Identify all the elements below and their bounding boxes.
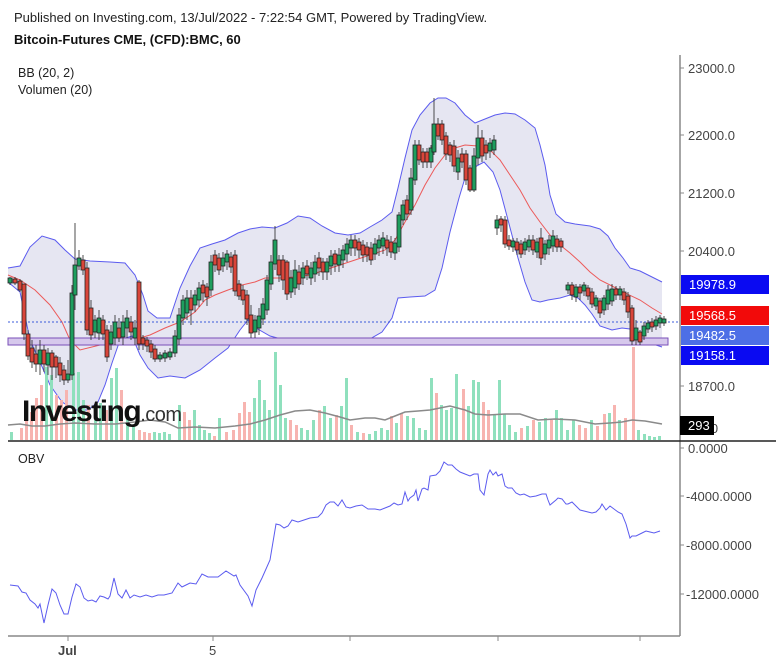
support-zone-tag bbox=[681, 326, 769, 345]
bb-upper-tag-label: 19978.9 bbox=[689, 277, 736, 292]
bb-lower-tag bbox=[681, 346, 769, 365]
watermark-brand: Investing bbox=[22, 395, 142, 428]
volume-legend[interactable]: Volumen (20) bbox=[18, 83, 93, 97]
obv-tick-8000: -8000.0000 bbox=[686, 538, 752, 553]
obv-axis[interactable]: 0.0000 -4000.0000 -8000.0000 -12000.0000 bbox=[680, 441, 759, 602]
support-zone-tag-label: 19482.5 bbox=[689, 328, 736, 343]
price-tick-20400: 20400.0 bbox=[688, 244, 735, 259]
investing-watermark: Investing.com bbox=[22, 395, 182, 429]
bb-lower-tag-label: 19158.1 bbox=[689, 348, 736, 363]
price-tick-18700: 18700.0 bbox=[688, 379, 735, 394]
obv-tick-0: 0.0000 bbox=[688, 441, 728, 456]
obv-legend[interactable]: OBV bbox=[18, 452, 45, 466]
symbol-title: Bitcoin-Futures CME, (CFD):BMC, 60 bbox=[14, 32, 241, 47]
support-zone bbox=[7, 337, 669, 346]
candlesticks bbox=[7, 98, 667, 385]
obv-line bbox=[9, 461, 661, 624]
last-price-tag bbox=[681, 306, 769, 325]
volume-tag-label: 293 bbox=[688, 418, 710, 433]
obv-tick-4000: -4000.0000 bbox=[686, 489, 752, 504]
price-tick-21200: 21200.0 bbox=[688, 186, 735, 201]
price-tags: 19978.9 19568.5 19482.5 19158.1 293 bbox=[680, 275, 769, 435]
time-tick-jul: Jul bbox=[58, 643, 77, 658]
volume-ma-line bbox=[7, 405, 663, 429]
published-line: Published on Investing.com, 13/Jul/2022 … bbox=[14, 10, 488, 25]
last-price-tag-label: 19568.5 bbox=[689, 308, 736, 323]
volume-tag bbox=[680, 416, 714, 435]
price-tick-22000: 22000.0 bbox=[688, 128, 735, 143]
bb-legend[interactable]: BB (20, 2) bbox=[18, 66, 75, 80]
obv-tick-12000: -12000.0000 bbox=[686, 587, 759, 602]
time-tick-5: 5 bbox=[209, 643, 216, 658]
watermark-suffix: .com bbox=[140, 404, 182, 426]
time-axis[interactable]: Jul 5 bbox=[58, 636, 641, 658]
price-axis[interactable]: 23000.0 22000.0 21200.0 20400.0 18700.0 … bbox=[680, 61, 735, 436]
bb-upper-tag bbox=[681, 275, 769, 294]
price-tick-23000: 23000.0 bbox=[688, 61, 735, 76]
